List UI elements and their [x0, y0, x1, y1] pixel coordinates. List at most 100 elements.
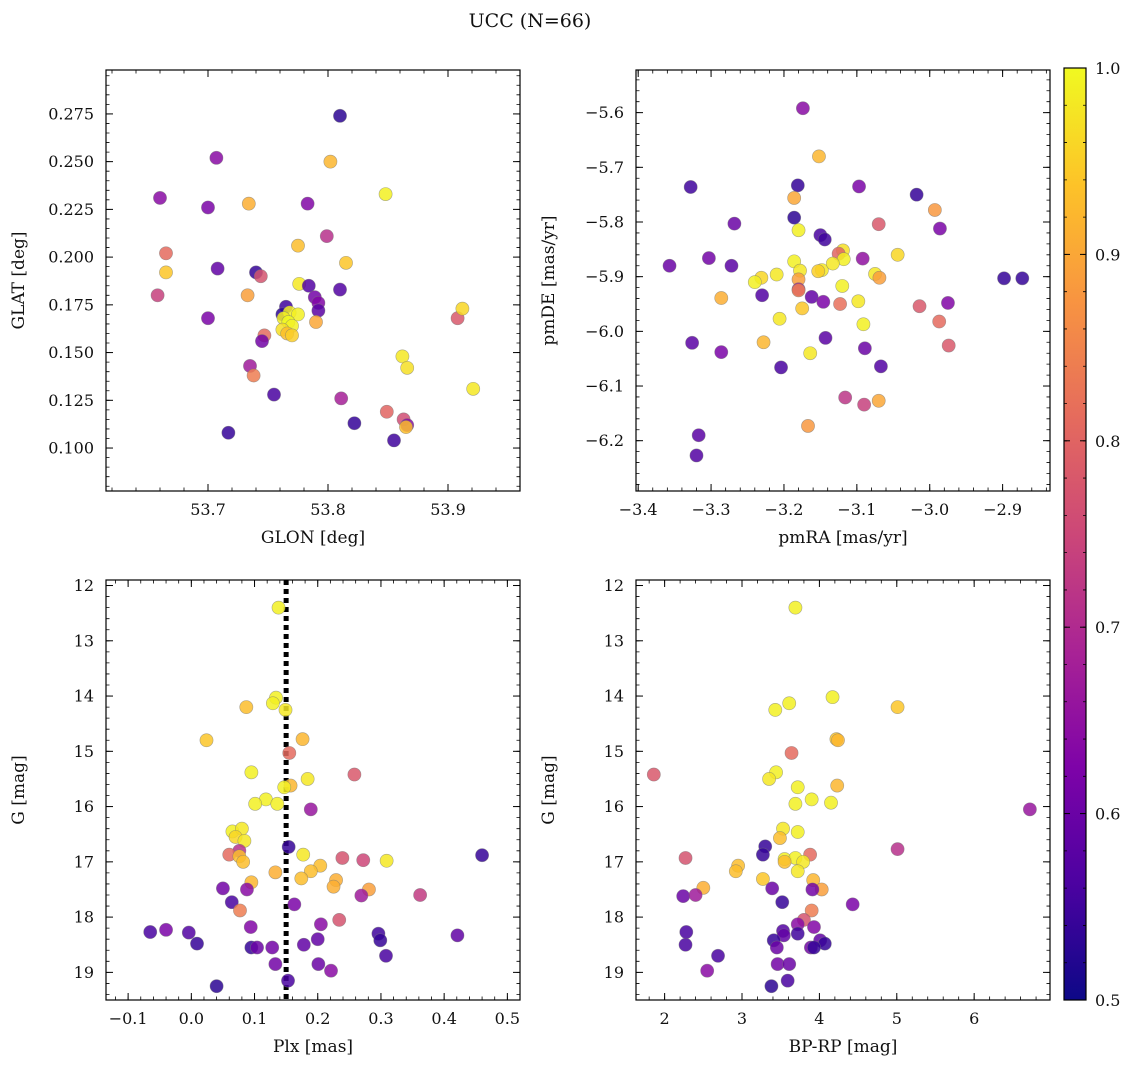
- glat-glon-point: [209, 150, 224, 165]
- glat-glon-point: [400, 360, 415, 375]
- pm-ytick-label: −5.7: [585, 158, 624, 177]
- g-plx-point: [294, 871, 309, 886]
- pm-point: [856, 317, 871, 332]
- glat-glon-point: [387, 433, 401, 448]
- g-plx-point: [311, 957, 326, 971]
- g-bprp-point: [807, 920, 821, 934]
- g-bprp-point: [678, 937, 693, 952]
- pm-point: [769, 267, 784, 282]
- pm-frame: [635, 69, 1051, 492]
- g-plx-point: [239, 700, 254, 715]
- g-plx-point: [326, 879, 341, 894]
- pm-point: [683, 180, 698, 194]
- glat-glon-point: [291, 307, 305, 322]
- g-plx-point: [324, 963, 338, 978]
- glat-glon-point: [150, 288, 165, 303]
- glat-glon-point: [333, 282, 347, 297]
- g-plx-point: [354, 888, 369, 903]
- g-bprp-point: [646, 767, 661, 782]
- pm-point: [795, 301, 810, 316]
- g-plx-point: [379, 853, 394, 868]
- pm-point: [927, 203, 942, 217]
- glat-glon-ytick-label: 0.175: [48, 295, 94, 314]
- pm-point: [825, 256, 840, 271]
- g-bprp-point: [805, 882, 820, 897]
- g-bprp-ytick-label: 12: [604, 576, 624, 595]
- glat-glon-point: [399, 420, 413, 434]
- g-bprp-ytick-label: 15: [604, 742, 624, 761]
- glat-glon-point: [319, 229, 334, 244]
- pm-point: [871, 217, 886, 232]
- g-bprp-point: [769, 940, 784, 955]
- colorbar-gradient: [1064, 68, 1086, 1000]
- pm-point: [787, 191, 802, 205]
- pm-point: [691, 428, 706, 443]
- pm-point: [791, 283, 806, 298]
- g-bprp-point: [790, 926, 805, 941]
- g-bprp-frame: [635, 579, 1051, 1001]
- glat-glon-ytick-label: 0.125: [48, 391, 94, 410]
- pm-point: [872, 270, 887, 285]
- g-plx-point: [475, 848, 489, 863]
- g-plx-point: [265, 940, 280, 955]
- glat-glon-xtick-label: 53.9: [430, 500, 466, 519]
- g-plx-ytick-label: 15: [74, 742, 94, 761]
- g-bprp-point: [845, 897, 860, 912]
- g-plx-point: [277, 780, 292, 795]
- g-plx-point: [296, 847, 311, 862]
- pm-point: [817, 232, 832, 247]
- g-plx-point: [216, 881, 230, 896]
- pm-point: [791, 223, 806, 238]
- g-plx-point: [240, 882, 254, 897]
- glat-glon-point: [240, 288, 255, 303]
- g-plx-point: [373, 933, 388, 948]
- g-plx-point: [313, 917, 328, 932]
- glat-glon-point: [466, 381, 481, 396]
- g-bprp-point: [890, 842, 905, 857]
- glat-glon-point: [309, 315, 323, 329]
- pm-point: [855, 251, 870, 266]
- pm-point: [685, 335, 700, 350]
- pm-point: [812, 149, 826, 164]
- colorbar-tick-label: 0.7: [1095, 618, 1120, 637]
- pm-xtick-label: −3.2: [765, 500, 804, 519]
- glat-glon-point: [267, 387, 281, 402]
- pm-point: [774, 360, 788, 375]
- figure-suptitle: UCC (N=66): [469, 10, 592, 32]
- pm-point: [796, 101, 810, 116]
- g-plx-point: [243, 920, 258, 934]
- g-plx-xtick-label: 0.4: [431, 1009, 456, 1028]
- pm-point: [851, 294, 866, 309]
- glat-glon-point: [323, 154, 338, 169]
- pm-ytick-label: −6.0: [585, 322, 624, 341]
- g-bprp-point: [782, 696, 797, 711]
- g-plx-point: [244, 765, 259, 780]
- pm-point: [890, 247, 905, 262]
- g-bprp-xtick-label: 4: [814, 1009, 824, 1028]
- g-bprp-ytick-label: 17: [604, 852, 624, 871]
- g-bprp-point: [790, 780, 805, 795]
- glat-glon-ylabel: GLAT [deg]: [9, 231, 29, 329]
- g-plx-point: [268, 865, 283, 880]
- colorbar-tick-label: 0.9: [1095, 245, 1120, 264]
- g-bprp-point: [775, 895, 790, 910]
- pm-point: [756, 335, 771, 350]
- pm-point: [857, 341, 872, 356]
- glat-glon-ytick-label: 0.100: [48, 439, 94, 458]
- glat-glon-point: [159, 265, 173, 280]
- g-bprp-point: [768, 702, 783, 717]
- g-bprp-point: [788, 796, 803, 811]
- g-plx-point: [181, 925, 196, 940]
- glat-glon-point: [246, 368, 261, 383]
- glat-glon-point: [347, 416, 362, 431]
- pm-point: [941, 338, 956, 353]
- g-plx-xlabel: Plx [mas]: [273, 1037, 353, 1057]
- g-bprp-xtick-label: 5: [892, 1009, 902, 1028]
- glat-glon-point: [378, 187, 393, 201]
- pm-point: [874, 359, 888, 374]
- g-bprp-minor-ticks: [636, 580, 1050, 1000]
- g-bprp-xlabel: BP-RP [mag]: [789, 1037, 898, 1057]
- pm-point: [701, 251, 716, 265]
- g-plx-point: [379, 948, 393, 963]
- glat-glon-point: [311, 303, 326, 318]
